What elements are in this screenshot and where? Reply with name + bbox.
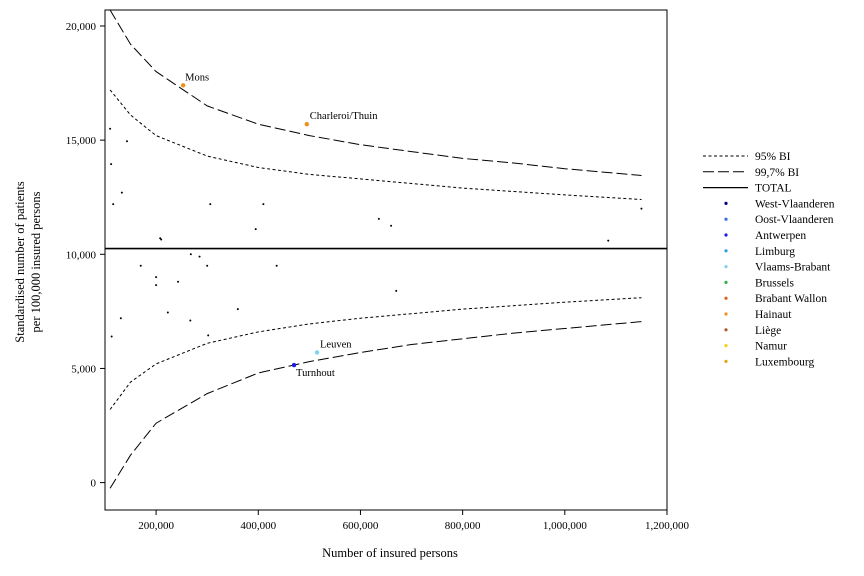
legend-label: Vlaams-Brabant (755, 262, 831, 274)
data-point (209, 203, 212, 206)
legend-label: 95% BI (755, 151, 791, 163)
data-point (180, 83, 186, 88)
data-point (155, 284, 158, 287)
data-point (120, 191, 123, 194)
data-point (262, 203, 265, 206)
legend-marker (724, 233, 728, 237)
x-axis-title: Number of insured persons (322, 546, 458, 560)
data-point (189, 319, 192, 322)
data-point (109, 127, 112, 130)
point-label: Turnhout (296, 368, 335, 379)
y-axis-title-line-2: per 100,000 insured persons (29, 191, 43, 332)
ci-997-lower-line (109, 321, 642, 489)
x-tick-label: 1,000,000 (543, 520, 588, 532)
data-point (177, 280, 180, 283)
data-point (304, 121, 310, 127)
data-point (314, 350, 320, 355)
point-label: Charleroi/Thuin (310, 111, 378, 122)
legend-marker (724, 280, 728, 284)
x-tick-label: 600,000 (343, 520, 379, 532)
legend-marker (724, 312, 728, 316)
x-tick-label: 800,000 (445, 520, 481, 532)
legend-label: Antwerpen (755, 230, 806, 242)
data-point (291, 362, 297, 368)
data-point (110, 163, 113, 166)
data-point (155, 276, 158, 279)
x-tick-label: 200,000 (138, 520, 174, 532)
legend-label: Brabant Wallon (755, 293, 827, 305)
ci-95-lower-line (109, 297, 642, 410)
y-tick-label: 0 (91, 478, 97, 490)
legend-marker (724, 328, 728, 332)
legend-marker (724, 296, 728, 300)
legend-marker (724, 359, 728, 363)
legend-marker (724, 265, 728, 269)
data-point (189, 253, 192, 256)
plot-frame (104, 9, 668, 511)
data-point (254, 228, 257, 231)
data-point (236, 308, 239, 311)
data-point (160, 238, 163, 241)
y-axis-title-line-1: Standardised number of patients (13, 181, 27, 343)
data-point (207, 334, 210, 337)
legend-label: TOTAL (755, 183, 792, 195)
data-point (640, 207, 643, 210)
ci-997-upper-line (109, 9, 642, 176)
data-point (139, 264, 142, 267)
data-point (607, 239, 610, 242)
legend-label: Namur (755, 341, 787, 353)
data-point (206, 264, 209, 267)
legend-marker (724, 217, 728, 221)
point-label: Leuven (320, 339, 352, 350)
legend-label: Limburg (755, 246, 795, 258)
data-point (395, 289, 398, 292)
legend-label: Hainaut (755, 309, 792, 321)
data-point (166, 311, 169, 314)
legend-label: West-Vlaanderen (755, 198, 835, 210)
data-point (110, 335, 113, 338)
legend-label: Oost-Vlaanderen (755, 214, 834, 226)
y-tick-label: 15,000 (66, 135, 97, 147)
legend: 95% BI 99,7% BI TOTAL West-Vlaanderen Oost-V… (703, 151, 835, 368)
legend-marker (724, 344, 728, 348)
curve-layer (105, 9, 667, 489)
data-point (390, 224, 393, 227)
y-tick-label: 20,000 (66, 21, 97, 33)
legend-marker (724, 201, 728, 205)
data-point (377, 217, 380, 220)
legend-label: 99,7% BI (755, 167, 799, 179)
legend-marker (724, 249, 728, 253)
legend-label: Brussels (755, 277, 795, 289)
x-tick-label: 400,000 (240, 520, 276, 532)
y-tick-label: 5,000 (71, 363, 96, 375)
legend-label: Luxembourg (755, 356, 814, 368)
y-tick-label: 10,000 (66, 249, 97, 261)
point-label: Mons (185, 72, 209, 83)
point-layer: Mons Charleroi/Thuin Leuven Turnhout (109, 72, 643, 379)
data-point (275, 264, 278, 267)
axis-layer: 200,000 400,000 600,000 800,000 1,000,000 1,2… (66, 21, 690, 532)
data-point (125, 140, 128, 143)
data-point (112, 203, 115, 206)
legend-label: Liège (755, 325, 781, 337)
data-point (198, 255, 201, 258)
data-point (119, 317, 122, 320)
ci-95-upper-line (109, 89, 642, 200)
x-tick-label: 1,200,000 (645, 520, 690, 532)
